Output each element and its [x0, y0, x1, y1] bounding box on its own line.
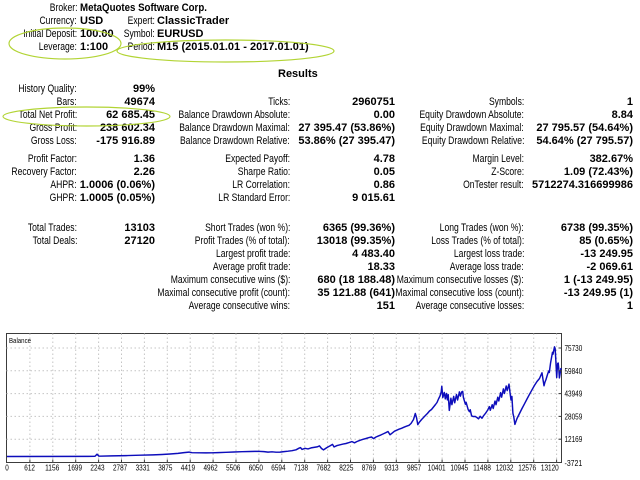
- svg-text:43949: 43949: [565, 390, 583, 399]
- svg-text:3331: 3331: [136, 464, 151, 473]
- svg-text:9313: 9313: [384, 464, 399, 473]
- svg-text:0: 0: [5, 464, 9, 473]
- svg-text:2787: 2787: [113, 464, 128, 473]
- svg-text:9857: 9857: [407, 464, 422, 473]
- svg-text:10401: 10401: [428, 464, 446, 473]
- svg-text:8769: 8769: [362, 464, 377, 473]
- svg-text:4962: 4962: [204, 464, 219, 473]
- svg-text:Balance: Balance: [9, 336, 31, 345]
- svg-text:-3721: -3721: [565, 459, 583, 468]
- svg-text:1156: 1156: [45, 464, 60, 473]
- svg-text:4419: 4419: [181, 464, 196, 473]
- svg-text:11488: 11488: [473, 464, 491, 473]
- svg-text:7138: 7138: [294, 464, 309, 473]
- svg-text:75730: 75730: [565, 344, 583, 353]
- svg-text:6594: 6594: [271, 464, 286, 473]
- svg-text:13120: 13120: [541, 464, 559, 473]
- svg-text:12576: 12576: [518, 464, 536, 473]
- svg-text:1699: 1699: [68, 464, 83, 473]
- svg-text:12169: 12169: [565, 435, 583, 444]
- svg-text:59840: 59840: [565, 367, 583, 376]
- svg-text:7682: 7682: [317, 464, 332, 473]
- svg-text:3875: 3875: [158, 464, 173, 473]
- svg-text:10945: 10945: [450, 464, 468, 473]
- svg-text:5506: 5506: [226, 464, 241, 473]
- svg-text:6050: 6050: [249, 464, 264, 473]
- svg-text:8225: 8225: [339, 464, 354, 473]
- svg-text:2243: 2243: [90, 464, 105, 473]
- svg-text:12032: 12032: [496, 464, 514, 473]
- svg-text:28059: 28059: [565, 412, 583, 421]
- svg-text:612: 612: [24, 464, 35, 473]
